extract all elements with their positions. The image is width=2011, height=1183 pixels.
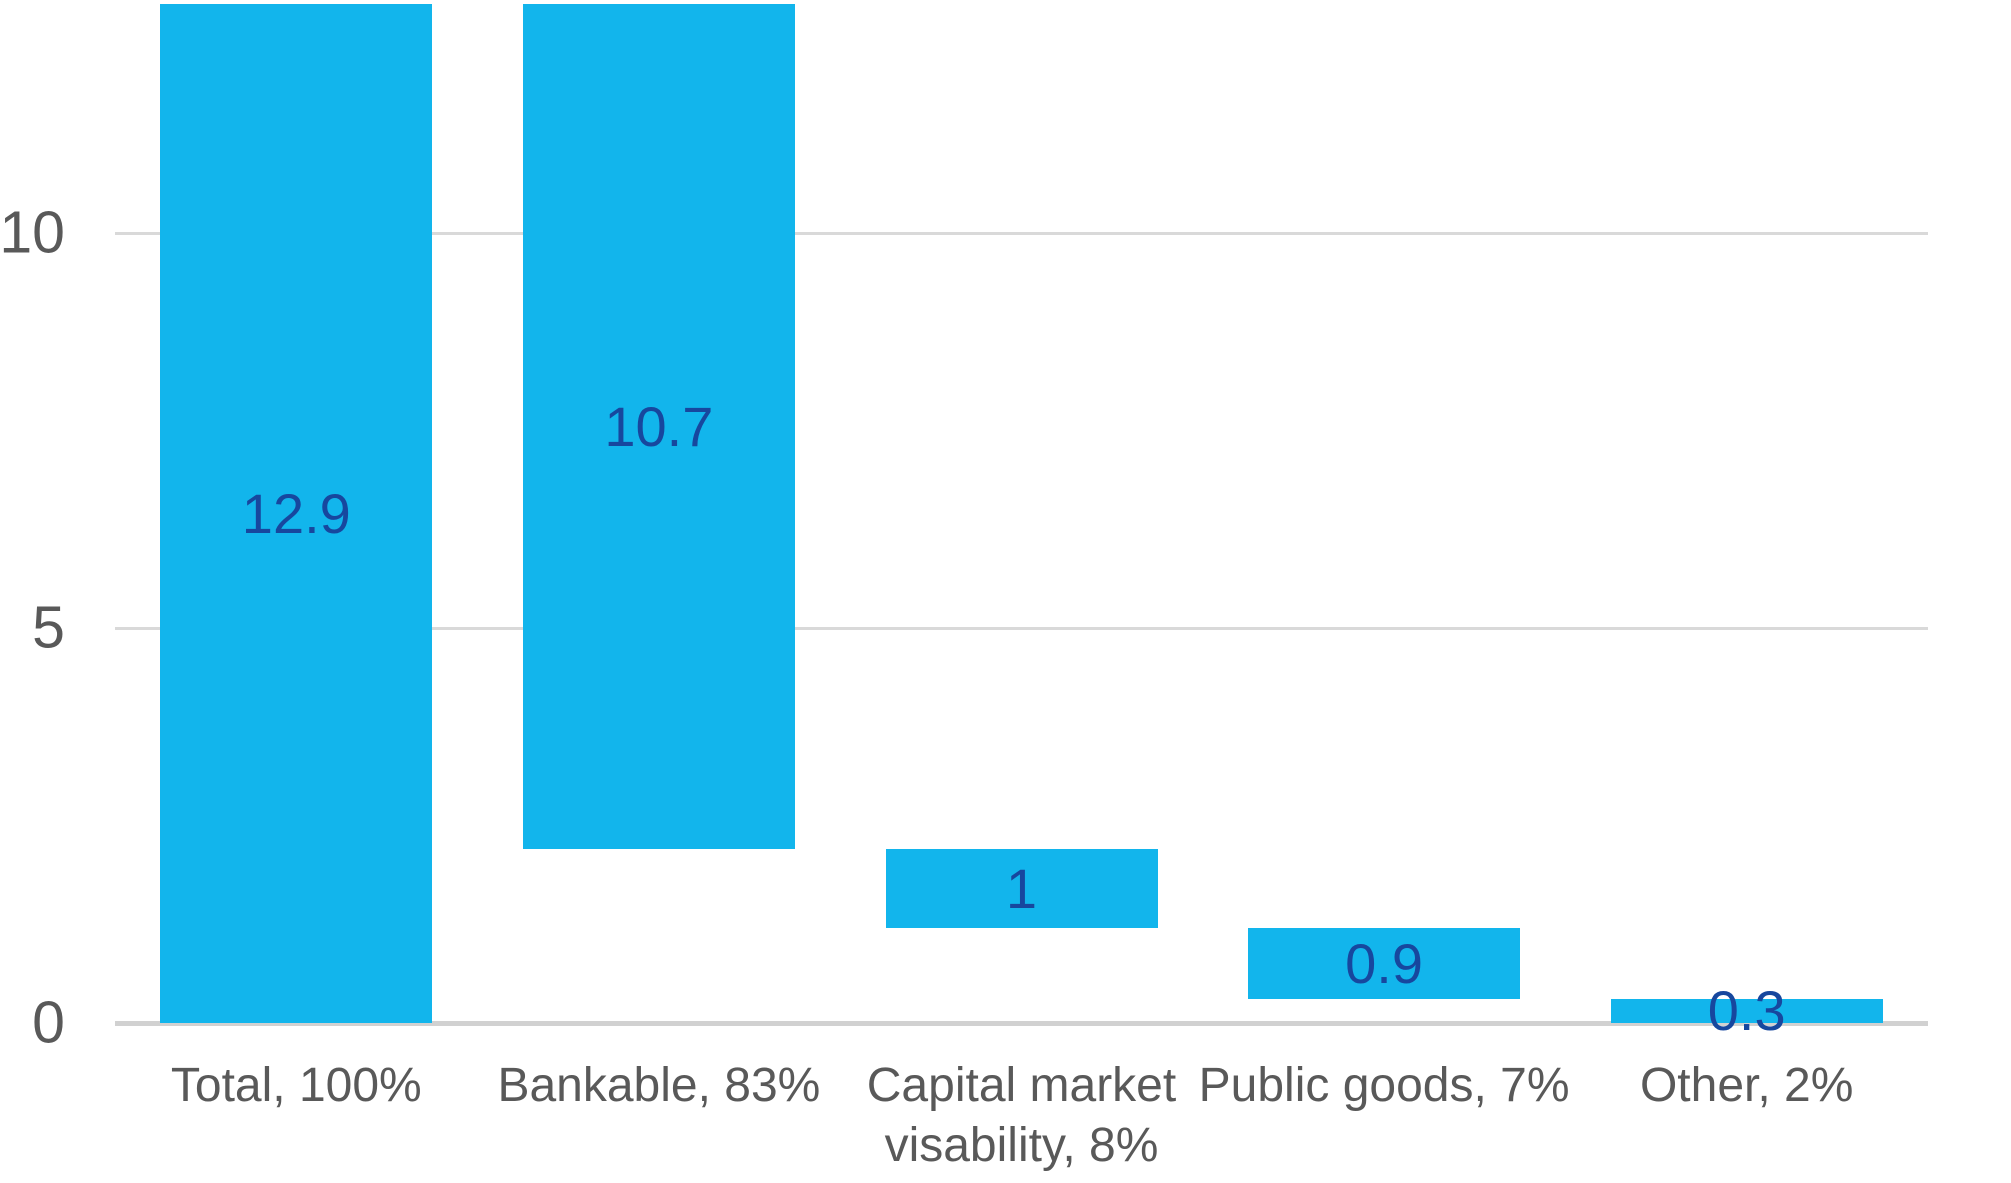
category-label-capital-market-visability-8: Capital market visability, 8% xyxy=(866,1059,1177,1172)
bar-capital-market-visability-8 xyxy=(885,849,1158,929)
category-label-bankable-83: Bankable, 83% xyxy=(497,1059,821,1112)
value-label-other-2: 0.3 xyxy=(1707,979,1786,1043)
category-label-other-2: Other, 2% xyxy=(1639,1059,1854,1112)
value-label-capital-market-visability-8: 1 xyxy=(1005,856,1038,920)
bar-bankable-83 xyxy=(522,4,795,850)
bar-public-goods-7 xyxy=(1248,928,1521,1000)
gridline-5 xyxy=(115,627,1928,631)
value-label-total-100: 12.9 xyxy=(241,481,351,545)
category-label-public-goods-7: Public goods, 7% xyxy=(1198,1059,1570,1112)
y-tick-label-5: 5 xyxy=(32,594,65,661)
bar-other-2 xyxy=(1610,999,1883,1023)
value-label-public-goods-7: 0.9 xyxy=(1345,931,1424,995)
y-tick-label-0: 0 xyxy=(32,989,65,1056)
y-tick-label-10: 10 xyxy=(0,199,65,266)
bar-total-100 xyxy=(160,4,433,1023)
x-axis-line xyxy=(115,1021,1928,1026)
category-label-total-100: Total, 100% xyxy=(170,1059,422,1112)
gridline-10 xyxy=(115,232,1928,236)
value-label-bankable-83: 10.7 xyxy=(604,394,714,458)
